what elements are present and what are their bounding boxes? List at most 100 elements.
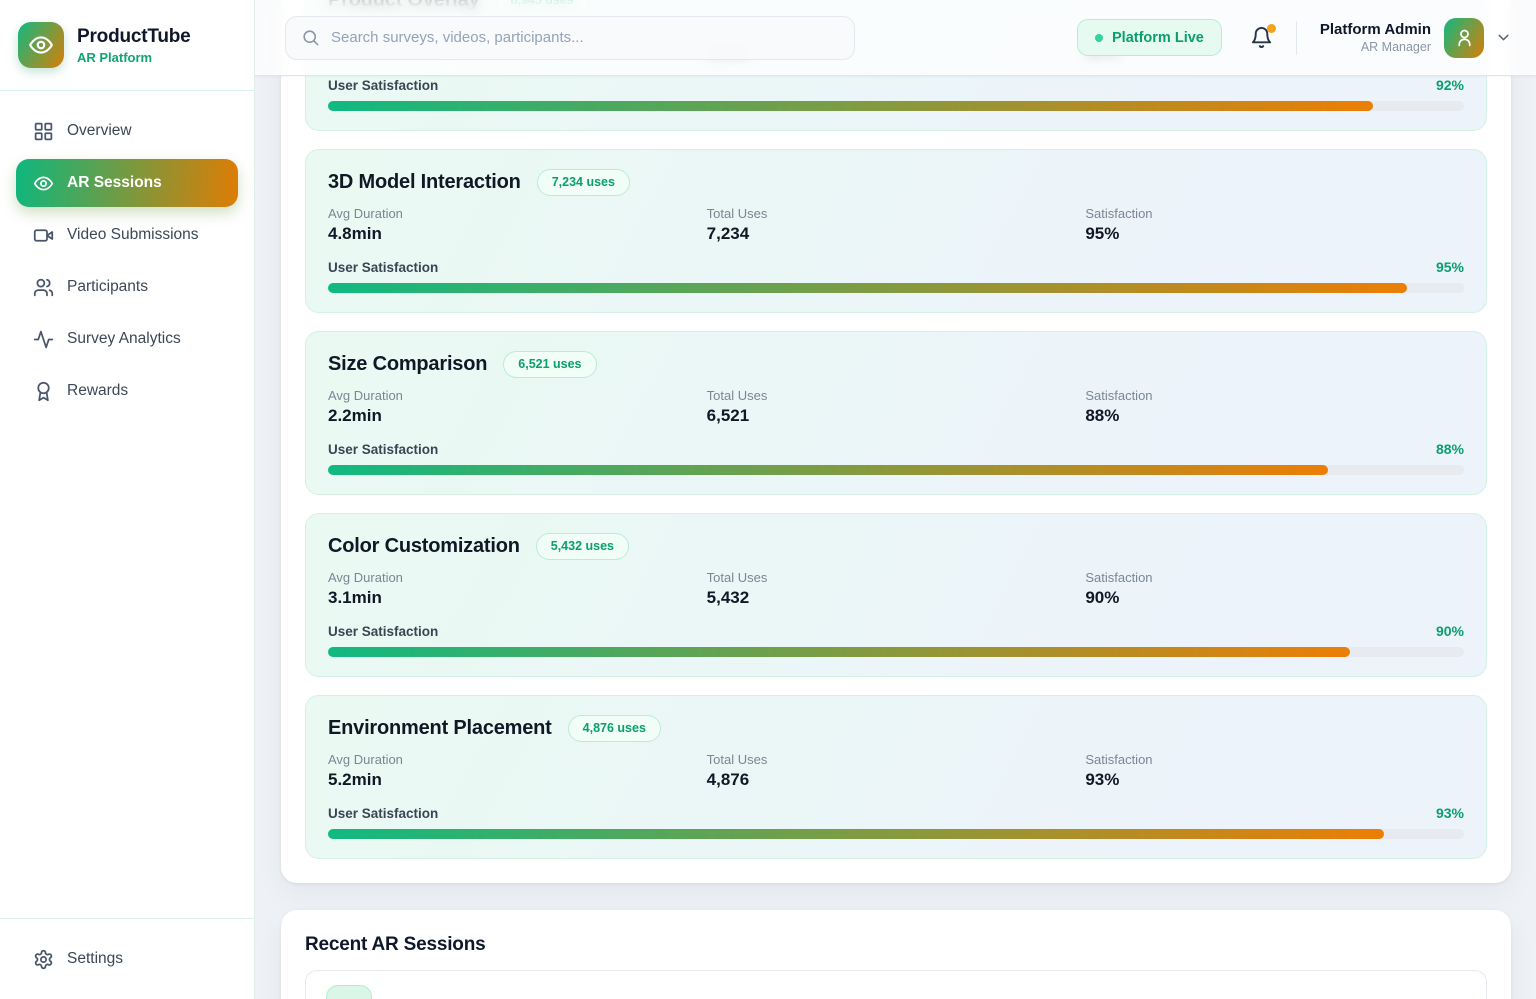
user-satisfaction-percent: 90% (1435, 623, 1464, 639)
sidebar: ProductTube AR Platform Overview AR Sess… (0, 0, 255, 999)
satisfaction-progress-fill (328, 829, 1385, 839)
avg-duration-label: Avg Duration (328, 752, 403, 767)
scroll-area[interactable]: Product Overlay 8,945 uses Avg Duration … (281, 0, 1511, 999)
total-uses-value: 6,521 (706, 406, 750, 425)
user-name: Platform Admin (1319, 21, 1431, 38)
uses-badge: 5,432 uses (535, 533, 629, 560)
layout-grid-icon (33, 121, 54, 142)
uses-badge: 6,521 uses (503, 351, 597, 378)
search-input[interactable] (331, 29, 839, 46)
avg-duration-label: Avg Duration (328, 206, 403, 221)
total-uses-label: Total Uses (706, 570, 768, 585)
user-satisfaction-percent: 92% (1435, 77, 1464, 93)
satisfaction-progress-fill (328, 101, 1374, 111)
user-role: AR Manager (1360, 40, 1431, 54)
live-status-dot (1095, 33, 1104, 42)
platform-live-badge: Platform Live (1077, 19, 1222, 56)
user-satisfaction-label: User Satisfaction (328, 623, 439, 639)
total-uses-label: Total Uses (706, 206, 768, 221)
recent-sessions-panel: Recent AR Sessions (281, 910, 1511, 999)
avg-duration-value: 3.1min (328, 588, 382, 607)
total-uses-value: 7,234 (706, 224, 750, 243)
activity-icon (33, 329, 54, 350)
total-uses-label: Total Uses (706, 388, 768, 403)
feature-card-3d-model-interaction: 3D Model Interaction 7,234 uses Avg Dura… (305, 149, 1487, 313)
feature-title: 3D Model Interaction (328, 171, 521, 193)
brand-tagline: AR Platform (77, 49, 153, 65)
sidebar-item-participants[interactable]: Participants (16, 263, 238, 311)
notifications-button[interactable] (1250, 24, 1276, 49)
avg-duration-label: Avg Duration (328, 388, 403, 403)
brand-name: ProductTube (77, 25, 191, 47)
satisfaction-progress-fill (328, 283, 1408, 293)
recent-sessions-title: Recent AR Sessions (305, 934, 486, 955)
total-uses-label: Total Uses (706, 752, 768, 767)
satisfaction-progress-track (328, 829, 1464, 839)
session-thumbnail (326, 985, 372, 999)
main-content: Product Overlay 8,945 uses Avg Duration … (255, 0, 1536, 999)
avg-duration-value: 2.2min (328, 406, 382, 425)
feature-title: Size Comparison (328, 353, 488, 375)
user-avatar[interactable] (1444, 17, 1484, 58)
satisfaction-label: Satisfaction (1085, 752, 1153, 767)
sidebar-item-video-submissions[interactable]: Video Submissions (16, 211, 238, 259)
feature-usage-panel: Product Overlay 8,945 uses Avg Duration … (281, 0, 1511, 883)
satisfaction-progress-fill (328, 647, 1351, 657)
sidebar-item-survey-analytics[interactable]: Survey Analytics (16, 315, 238, 363)
total-uses-value: 5,432 (706, 588, 750, 607)
user-satisfaction-percent: 93% (1435, 805, 1464, 821)
feature-card-environment-placement: Environment Placement 4,876 uses Avg Dur… (305, 695, 1487, 859)
satisfaction-value: 90% (1085, 588, 1120, 607)
feature-title: Environment Placement (328, 717, 552, 739)
user-satisfaction-percent: 88% (1435, 441, 1464, 457)
award-icon (33, 381, 54, 402)
user-icon (1454, 27, 1475, 48)
satisfaction-value: 88% (1085, 406, 1120, 425)
search-box[interactable] (285, 15, 855, 60)
avg-duration-value: 5.2min (328, 770, 382, 789)
satisfaction-value: 93% (1085, 770, 1120, 789)
avg-duration-label: Avg Duration (328, 570, 403, 585)
satisfaction-label: Satisfaction (1085, 206, 1153, 221)
eye-icon (28, 32, 54, 58)
satisfaction-progress-fill (328, 465, 1328, 475)
sidebar-item-ar-sessions[interactable]: AR Sessions (16, 159, 238, 207)
chevron-down-icon[interactable] (1495, 29, 1512, 46)
notification-unread-dot (1266, 24, 1276, 33)
search-icon (301, 28, 320, 47)
total-uses-value: 4,876 (706, 770, 750, 789)
satisfaction-progress-track (328, 101, 1464, 111)
brand: ProductTube AR Platform (0, 0, 254, 91)
feature-card-color-customization: Color Customization 5,432 uses Avg Durat… (305, 513, 1487, 677)
settings-icon (33, 949, 54, 970)
satisfaction-label: Satisfaction (1085, 388, 1153, 403)
user-satisfaction-label: User Satisfaction (328, 805, 439, 821)
satisfaction-progress-track (328, 647, 1464, 657)
platform-live-label: Platform Live (1112, 29, 1204, 46)
header-divider (1295, 20, 1297, 55)
sidebar-item-overview[interactable]: Overview (16, 107, 238, 155)
eye-icon (33, 173, 54, 194)
user-satisfaction-percent: 95% (1435, 259, 1464, 275)
sidebar-item-settings[interactable]: Settings (16, 935, 238, 983)
top-header: Platform Live Platform Admin AR Manager (255, 0, 1536, 76)
satisfaction-progress-track (328, 283, 1464, 293)
sidebar-footer: Settings (0, 918, 254, 999)
feature-card-size-comparison: Size Comparison 6,521 uses Avg Duration … (305, 331, 1487, 495)
uses-badge: 4,876 uses (567, 715, 661, 742)
brand-logo (18, 22, 64, 68)
user-satisfaction-label: User Satisfaction (328, 77, 439, 93)
user-satisfaction-label: User Satisfaction (328, 259, 439, 275)
bell-icon (1250, 26, 1273, 49)
satisfaction-value: 95% (1085, 224, 1120, 243)
feature-title: Color Customization (328, 535, 520, 557)
video-icon (33, 225, 54, 246)
avg-duration-value: 4.8min (328, 224, 382, 243)
sidebar-item-rewards[interactable]: Rewards (16, 367, 238, 415)
user-satisfaction-label: User Satisfaction (328, 441, 439, 457)
satisfaction-label: Satisfaction (1085, 570, 1153, 585)
sidebar-nav: Overview AR Sessions Video Submissions P… (0, 91, 254, 918)
recent-session-row[interactable] (305, 970, 1487, 999)
uses-badge: 7,234 uses (536, 169, 630, 196)
user-info[interactable]: Platform Admin AR Manager (1320, 21, 1431, 54)
